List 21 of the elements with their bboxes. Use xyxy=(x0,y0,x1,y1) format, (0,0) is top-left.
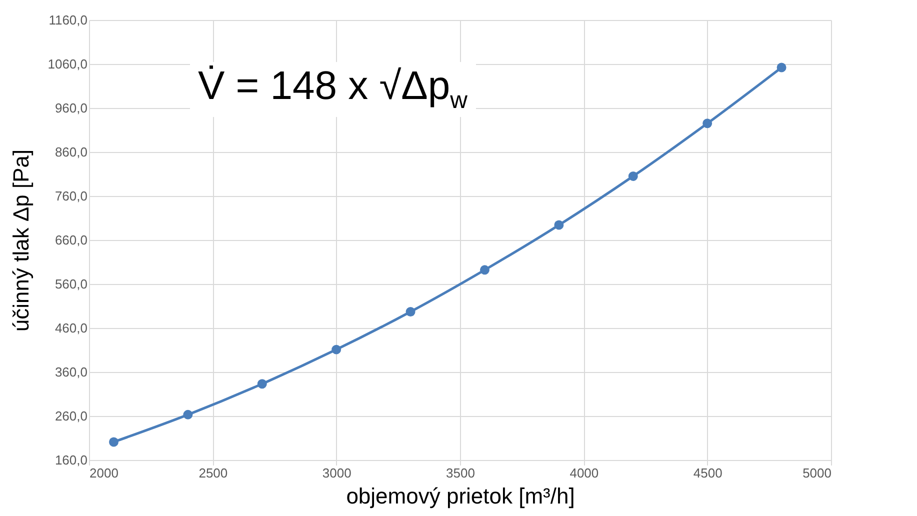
x-tick-label: 4500 xyxy=(693,466,722,480)
y-tick-label: 860,0 xyxy=(54,144,88,160)
y-tick-label: 760,0 xyxy=(54,188,88,204)
y-tick-label: 260,0 xyxy=(54,408,88,424)
y-tick-label: 160,0 xyxy=(54,452,88,468)
y-tick-label: 460,0 xyxy=(54,320,88,336)
x-axis-title: objemový prietok [m³/h] xyxy=(346,484,575,508)
y-tick-label: 560,0 xyxy=(54,276,88,292)
y-tick-label: 660,0 xyxy=(54,232,88,248)
y-tick-label: 360,0 xyxy=(54,364,88,380)
x-tick-label: 3500 xyxy=(446,466,475,480)
x-tick-label: 2500 xyxy=(198,466,228,480)
x-tick-label: 4000 xyxy=(570,466,599,480)
y-tick-label: 1160,0 xyxy=(48,12,88,28)
x-tick-label: 3000 xyxy=(322,466,352,480)
y-tick-label: 1060,0 xyxy=(48,56,88,72)
annotation: V̇ = 148 x √Δp$_{w}$ xyxy=(190,62,476,117)
y-axis-title: účinný tlak Δp [Pa] xyxy=(8,149,34,332)
x-tick-label: 2000 xyxy=(90,466,118,480)
x-tick-label: 5000 xyxy=(802,466,832,480)
y-tick-label: 960,0 xyxy=(54,100,88,116)
